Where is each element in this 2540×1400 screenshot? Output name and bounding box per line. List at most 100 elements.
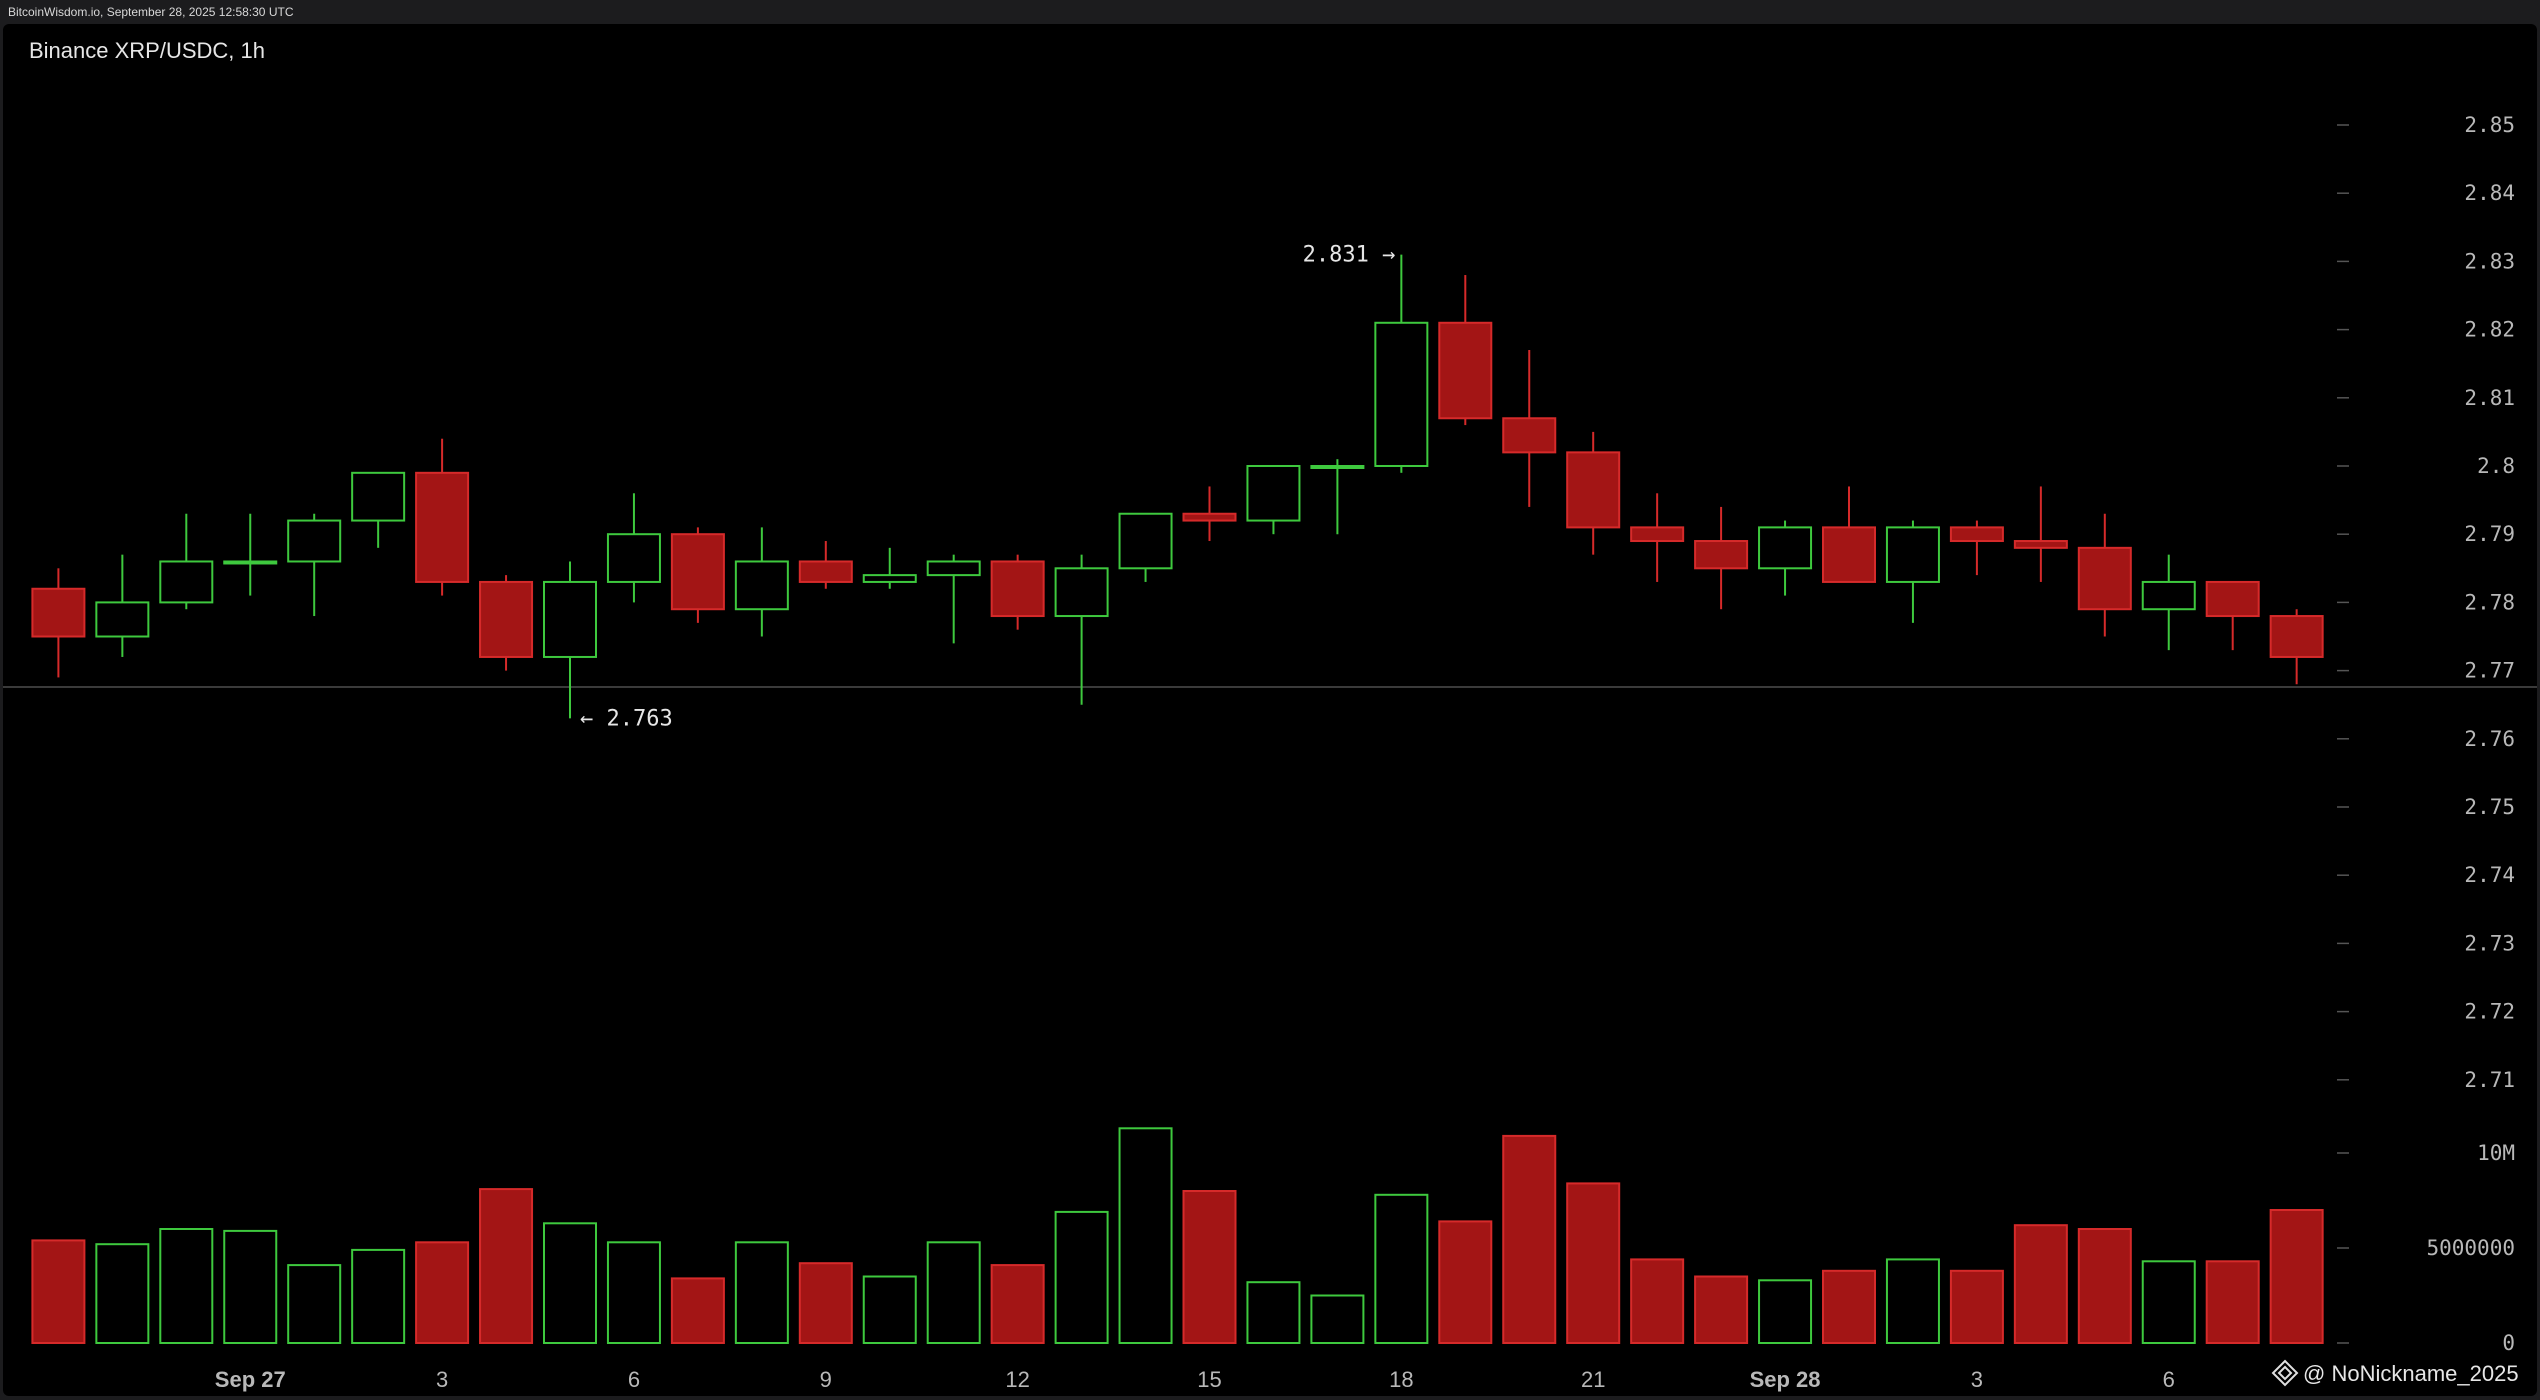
candle — [479, 575, 534, 671]
candle-body — [1566, 451, 1621, 529]
watermark-text: @ NoNickname_2025 — [2303, 1361, 2519, 1386]
chart-frame: Binance XRP/USDC, 1h 2.71 2.72 2.73 2.74 2.7… — [3, 24, 2537, 1396]
volume-tick-label: 0 — [2502, 1331, 2515, 1355]
volume-bar — [862, 1275, 917, 1344]
candle — [1885, 520, 1940, 623]
volume-bar — [1885, 1258, 1940, 1345]
volume-bar — [543, 1222, 597, 1345]
top-info-bar: BitcoinWisdom.io, September 28, 2025 12:… — [0, 0, 2540, 24]
volume-bar — [1758, 1279, 1813, 1345]
candle-body — [2205, 580, 2260, 618]
time-axis: Sep 27 3 6 9 12 15 18 21 Sep 28 3 6 — [215, 1367, 2175, 1392]
candle — [1310, 459, 1365, 535]
volume-bar — [1438, 1220, 1493, 1345]
volume-bar — [1566, 1182, 1621, 1345]
chart-title: Binance XRP/USDC, 1h — [29, 38, 265, 63]
candle — [2077, 513, 2132, 637]
candle-body — [415, 471, 470, 583]
volume-bar — [1054, 1210, 1109, 1345]
candle-body — [1182, 512, 1237, 522]
candle — [1182, 486, 1237, 542]
candle — [1566, 431, 1621, 555]
candle — [1502, 350, 1557, 507]
candle-body — [670, 533, 725, 611]
time-axis-label: 3 — [436, 1367, 448, 1392]
candle-body — [1630, 526, 1685, 543]
volume-bar — [351, 1248, 406, 1345]
exchange-logo-icon — [2271, 1359, 2299, 1387]
candle — [223, 513, 278, 596]
candle-body — [1822, 526, 1876, 583]
volume-bar — [670, 1277, 725, 1345]
price-tick-label: 2.79 — [2464, 522, 2515, 546]
candle — [351, 471, 406, 548]
candle — [1822, 486, 1876, 583]
volume-bar — [798, 1262, 853, 1344]
volume-bar — [159, 1228, 214, 1344]
candle — [734, 527, 789, 637]
price-tick-label: 2.71 — [2464, 1068, 2515, 1092]
candle — [2205, 580, 2260, 651]
volume-bar — [2013, 1224, 2068, 1344]
candle — [1438, 275, 1493, 426]
candle-body — [606, 533, 661, 583]
candle-body — [1310, 465, 1365, 469]
volume-bar — [990, 1264, 1045, 1344]
candle — [31, 568, 86, 678]
candle-body — [926, 560, 981, 577]
price-tick-label: 2.85 — [2464, 113, 2515, 137]
volume-bar — [926, 1241, 981, 1345]
candle — [1246, 465, 1301, 535]
price-tick-label: 2.78 — [2464, 590, 2515, 614]
price-axis: 2.712.722.732.742.752.762.772.782.792.82… — [2337, 113, 2515, 1092]
candle-body — [1885, 526, 1940, 583]
volume-bar — [2205, 1260, 2260, 1345]
candle — [606, 493, 661, 603]
volume-bar — [1949, 1269, 2004, 1345]
price-tick-label: 2.74 — [2464, 863, 2515, 887]
candlestick-chart: Binance XRP/USDC, 1h 2.71 2.72 2.73 2.74 2.7… — [3, 38, 2537, 1392]
volume-bar — [1502, 1134, 1557, 1345]
candle-body — [1694, 540, 1749, 570]
price-tick-label: 2.83 — [2464, 249, 2515, 273]
candle — [926, 554, 981, 644]
annotations-layer: 2.831 → ← 2.763 — [580, 243, 1395, 732]
candle — [862, 547, 917, 589]
volume-bar — [606, 1241, 661, 1345]
price-tick-label: 2.84 — [2464, 181, 2515, 205]
candle — [2013, 486, 2068, 582]
volume-bar — [223, 1229, 278, 1345]
volume-bar — [479, 1188, 534, 1344]
volume-bar — [415, 1241, 470, 1345]
candle-body — [2269, 615, 2324, 658]
candle — [1374, 254, 1429, 473]
candle — [543, 561, 597, 719]
price-tick-label: 2.81 — [2464, 386, 2515, 410]
time-axis-label: Sep 28 — [1750, 1367, 1821, 1392]
price-annotation: 2.831 → — [1303, 243, 1396, 268]
volume-bar — [1374, 1193, 1429, 1345]
volume-bar — [1694, 1275, 1749, 1344]
time-axis-label: 6 — [628, 1367, 640, 1392]
candle-body — [159, 560, 214, 604]
volume-tick-label: 5000000 — [2426, 1236, 2515, 1260]
candle-body — [1054, 567, 1109, 618]
candle — [990, 554, 1045, 630]
time-axis-label: Sep 27 — [215, 1367, 286, 1392]
price-tick-label: 2.73 — [2464, 931, 2515, 955]
price-tick-label: 2.8 — [2477, 454, 2515, 478]
volume-bar — [1310, 1294, 1365, 1344]
candle — [1694, 506, 1749, 610]
candle — [2141, 554, 2196, 651]
volume-bar — [1630, 1258, 1685, 1345]
candle-body — [479, 580, 534, 658]
volume-bar — [1118, 1127, 1173, 1345]
volume-bar — [1822, 1269, 1876, 1345]
source-line: BitcoinWisdom.io, September 28, 2025 12:… — [8, 5, 294, 19]
price-tick-label: 2.82 — [2464, 318, 2515, 342]
price-tick-label: 2.77 — [2464, 659, 2515, 683]
candle — [1758, 520, 1813, 596]
time-axis-label: 15 — [1197, 1367, 1221, 1392]
candles-layer — [31, 254, 2324, 719]
candle — [1118, 512, 1173, 582]
